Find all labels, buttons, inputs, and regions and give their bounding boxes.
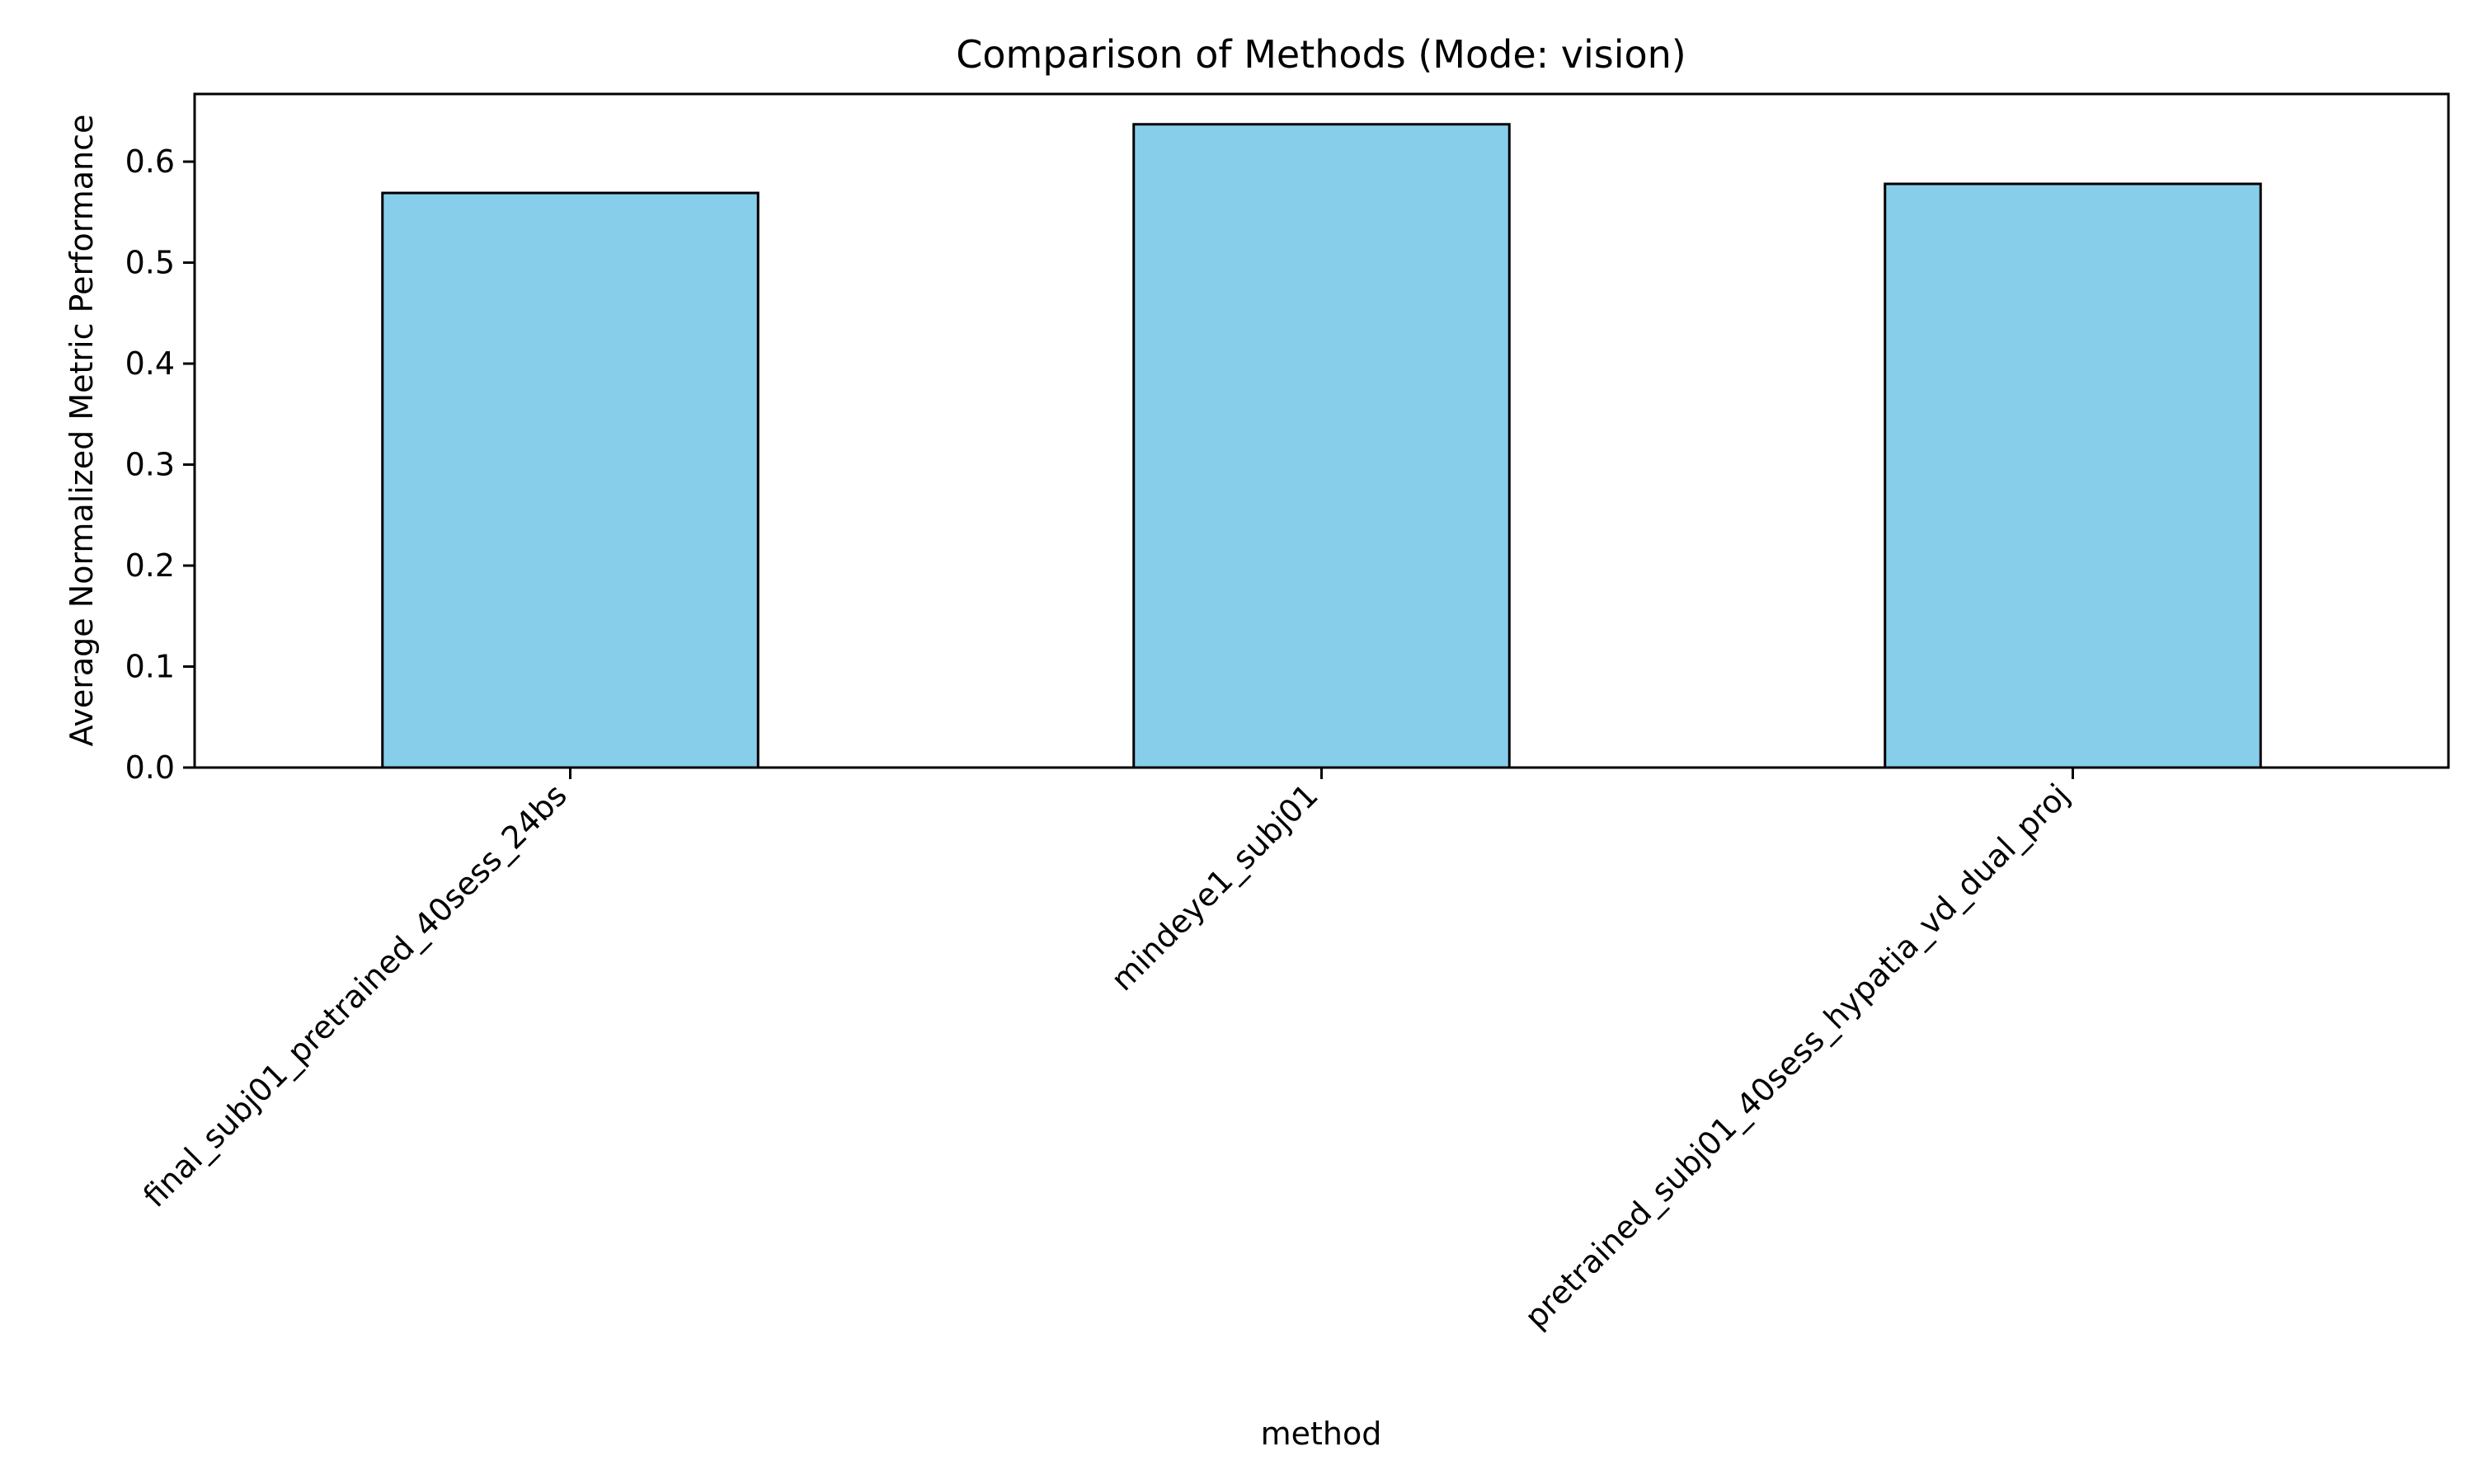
bar	[381, 191, 760, 769]
y-tick-label: 0.3	[125, 447, 175, 483]
bar	[1884, 182, 2262, 769]
y-tick-label: 0.1	[125, 649, 175, 685]
bars-group	[381, 123, 2262, 769]
y-tick-label: 0.4	[125, 345, 175, 382]
y-tick-label: 0.5	[125, 245, 175, 281]
y-tick-label: 0.6	[125, 143, 175, 180]
x-axis-label: method	[1261, 1416, 1382, 1452]
x-tick-label: mindeye1_subj01	[1104, 777, 1325, 998]
bar	[1132, 123, 1511, 769]
plot-frame	[193, 92, 2450, 769]
y-axis: 0.0 0.1 0.2 0.3 0.4 0.5 0.6	[125, 143, 195, 786]
x-axis: final_subj01_pretrained_40sess_24bs minde…	[136, 768, 2077, 1336]
y-tick-label: 0.0	[125, 749, 175, 786]
x-tick-label: final_subj01_pretrained_40sess_24bs	[136, 777, 574, 1214]
y-tick-label: 0.2	[125, 547, 175, 584]
y-axis-label: Average Normalized Metric Performance	[63, 115, 100, 747]
x-tick-label: pretrained_subj01_40sess_hypatia_vd_dual…	[1517, 777, 2077, 1336]
chart-title: Comparison of Methods (Mode: vision)	[956, 32, 1686, 77]
